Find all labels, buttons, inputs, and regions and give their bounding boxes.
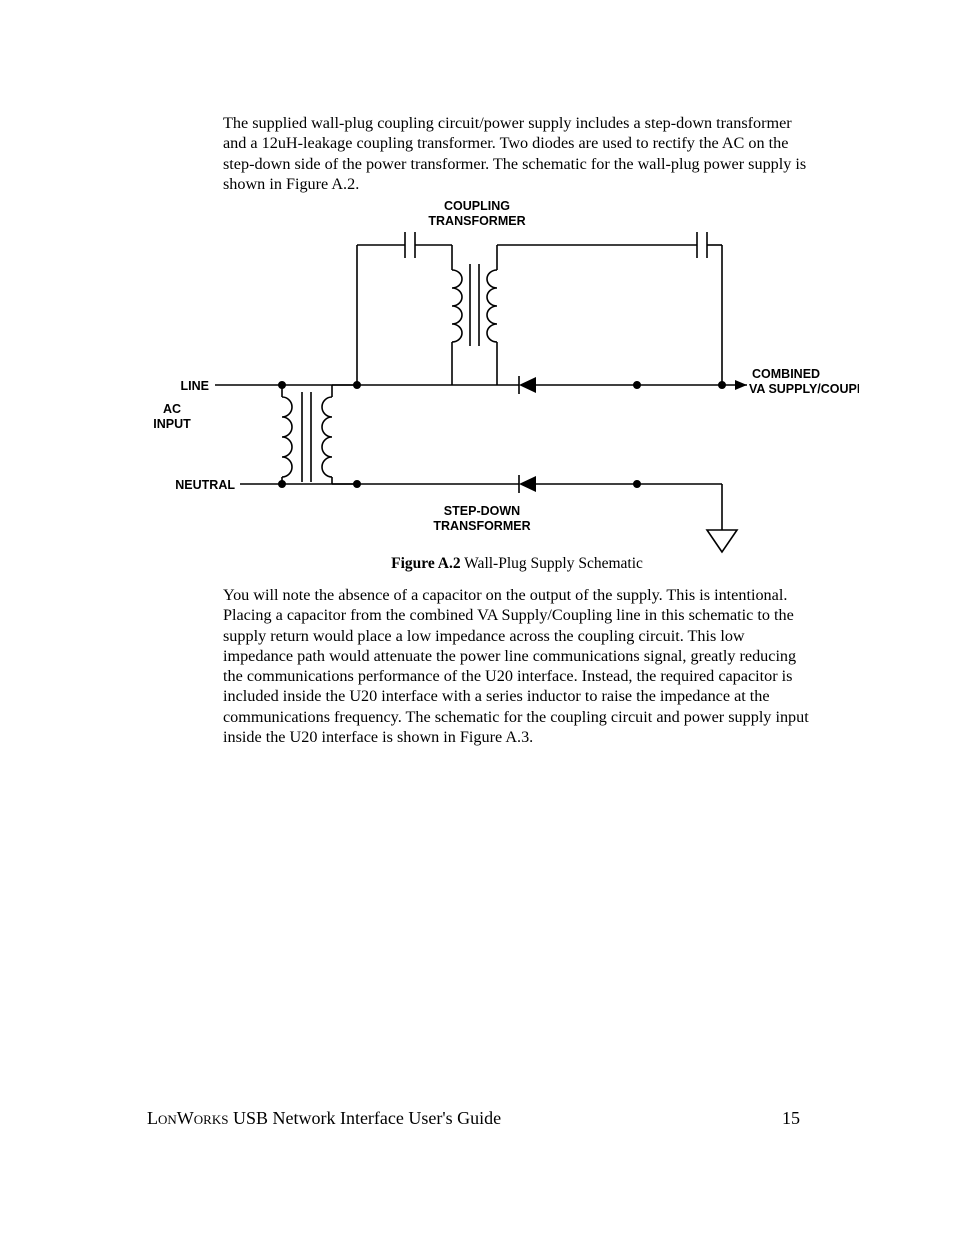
label-ac-1: AC	[163, 402, 181, 416]
footer-page-number: 15	[782, 1108, 800, 1129]
label-ac-2: INPUT	[153, 417, 191, 431]
label-coupling-2: TRANSFORMER	[428, 214, 525, 228]
label-combined-2: VA SUPPLY/COUPLING	[749, 382, 859, 396]
label-neutral: NEUTRAL	[175, 478, 235, 492]
label-line: LINE	[181, 379, 209, 393]
page: The supplied wall-plug coupling circuit/…	[0, 0, 954, 1235]
figure-caption-number: Figure A.2	[391, 555, 460, 572]
figure-caption: Figure A.2 Wall-Plug Supply Schematic	[223, 555, 811, 573]
label-coupling-1: COUPLING	[444, 199, 510, 213]
label-combined-1: COMBINED	[752, 367, 820, 381]
footer-title-brand: LonWorks	[147, 1108, 228, 1128]
paragraph-intro: The supplied wall-plug coupling circuit/…	[223, 113, 811, 194]
footer-title: LonWorks USB Network Interface User's Gu…	[147, 1108, 501, 1129]
footer-title-rest: USB Network Interface User's Guide	[228, 1108, 501, 1128]
paragraph-explanation: You will note the absence of a capacitor…	[223, 585, 811, 747]
schematic-figure: COUPLING TRANSFORMER	[127, 190, 859, 558]
label-stepdown-2: TRANSFORMER	[433, 519, 530, 533]
label-stepdown-1: STEP-DOWN	[444, 504, 520, 518]
figure-caption-text: Wall-Plug Supply Schematic	[461, 555, 643, 572]
